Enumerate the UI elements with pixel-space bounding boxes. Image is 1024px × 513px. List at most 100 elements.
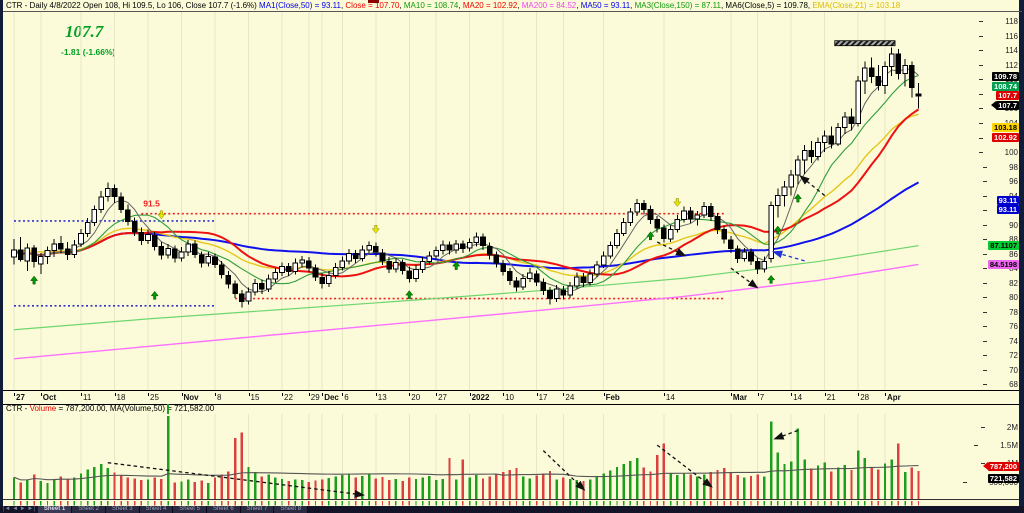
date-axis[interactable]: 27 Oct 11 18 25 Nov 8 15 22 29 Dec 6 13 20 27 2022 10 17 2… [3,390,1019,405]
price-tick: 86 [983,250,1018,259]
price-label-chip: 107.7 [991,100,1019,110]
volume-ma-line [13,465,919,481]
date-label: Nov [181,393,199,402]
legend-segment: MA1(Close,50) = 93.11 [259,1,341,10]
sheet-tab[interactable]: Sheet 7 [240,506,275,513]
legend-segment: MA10 = 108.74 [403,1,459,10]
quote-last: 107.7 [65,22,104,41]
date-label: Dec [322,393,339,402]
price-tick: 100 [978,148,1018,157]
price-tick: 80 [983,293,1018,302]
volume-bars [12,415,920,500]
date-label: 6 [342,393,349,402]
price-tick: 82 [983,279,1018,288]
date-label: 14 [663,393,675,402]
date-label: 8 [215,393,222,402]
price-tick: 112 [979,61,1018,70]
legend-segment: CTR - [6,404,30,413]
volume-tick: 1.5M [974,441,1018,450]
sheet-tab[interactable]: Sheet 4 [139,506,174,513]
resistance-bar[interactable] [834,40,896,47]
date-label: 28 [858,393,870,402]
date-label: 29 [308,393,320,402]
legend-segment: , [399,1,404,10]
price-tick: 74 [983,337,1018,346]
support-lines[interactable]: 91.5 [14,199,725,307]
date-label: 25 [148,393,159,402]
date-label: 7 [757,393,765,402]
date-label: 27 [436,393,447,402]
date-label: 11 [81,393,92,402]
date-label: 20 [409,393,421,402]
price-label-chip: 102.92 [992,132,1019,142]
price-tick: 114 [979,46,1018,55]
date-label: Apr [885,393,901,402]
sheet-tab[interactable]: Sheet 1 [37,506,73,513]
drawn-arrows[interactable] [656,175,826,289]
legend-segment: = 787,200.00, MA(Volume,50) = 721,582.00 [56,404,215,413]
price-tick: 116 [979,32,1018,41]
price-axis[interactable]: 6870727476788082848688909294969810010210… [978,12,1019,403]
price-tick: 68 [983,380,1018,389]
volume-spike-overflow [167,404,170,414]
ministrip-bars [13,501,920,506]
price-label-chip: 108.74 [992,81,1019,91]
ma50-line [13,181,919,270]
legend-segment: , [720,1,726,10]
date-label: 15 [248,393,260,402]
price-label-chip: 84.5198 [987,259,1019,269]
price-label-chip: 93.11 [996,195,1019,205]
legend-segment: , [576,1,581,10]
sheet-tab[interactable]: Sheet 2 [72,506,106,513]
price-tick: 88 [983,235,1018,244]
legend-segment: , [340,1,346,10]
legend-segment: MA6(Close,5) = 109.78 [725,1,808,10]
price-tick: 90 [983,221,1018,230]
sheet-tab[interactable]: Sheet 8 [274,506,309,513]
legend-segment: MA20 = 102.92 [462,1,518,10]
date-label: 17 [536,393,548,402]
volume-chart[interactable] [7,414,983,500]
date-label: 18 [114,393,126,402]
legend-segment: , [630,1,635,10]
date-label: 10 [503,393,514,402]
sheet-tab[interactable]: Sheet 5 [173,506,207,513]
legend-segment: , [807,1,813,10]
price-tick: 98 [983,163,1018,172]
price-chart[interactable]: 91.5 [7,12,983,390]
price-tick: 72 [983,351,1018,360]
price-gridlines [13,12,886,390]
date-label: 27 [14,393,25,402]
price-label-chip: 109.78 [992,71,1019,81]
sheet-tab[interactable]: Sheet 6 [206,506,241,513]
date-label: 2022 [469,393,490,402]
ma200-line [13,263,919,360]
legend-segment: EMA(Close,21) = 103.18 [812,1,901,10]
volume-drawn-arrows[interactable] [107,429,799,498]
quote-change: -1.81 (-1.66%) [61,47,116,57]
date-label: Oct [40,393,57,402]
tab-nav-buttons[interactable]: |◄ ◄ ► ►| [3,506,35,512]
volume-label-chip: 721,582 [987,474,1019,484]
legend-segment: MA200 = 84.52 [521,1,577,10]
legend-segment: MA50 = 93.11 [580,1,631,10]
chart-window: CTR - Daily 4/8/2022 Open 108, Hi 109.5,… [3,0,1022,506]
date-label: Feb [603,393,620,402]
pane-divider [3,499,1019,500]
legend-segment: Close = 107.70 [345,1,400,10]
volume-label-chip: 787,200 [982,461,1019,471]
price-tick: 76 [983,322,1018,331]
legend-segment: Volume [29,404,57,413]
date-label: 13 [375,393,387,402]
price-tick: 118 [979,17,1018,26]
sheet-tab[interactable]: Sheet 3 [105,506,140,513]
date-label: 21 [824,393,836,402]
date-label: 24 [563,393,575,402]
price-tick: 70 [983,366,1018,375]
date-label: Mar [730,393,748,402]
history-ministrip[interactable] [7,500,983,506]
svg-text:91.5: 91.5 [143,199,160,209]
legend-segment: , [517,1,522,10]
